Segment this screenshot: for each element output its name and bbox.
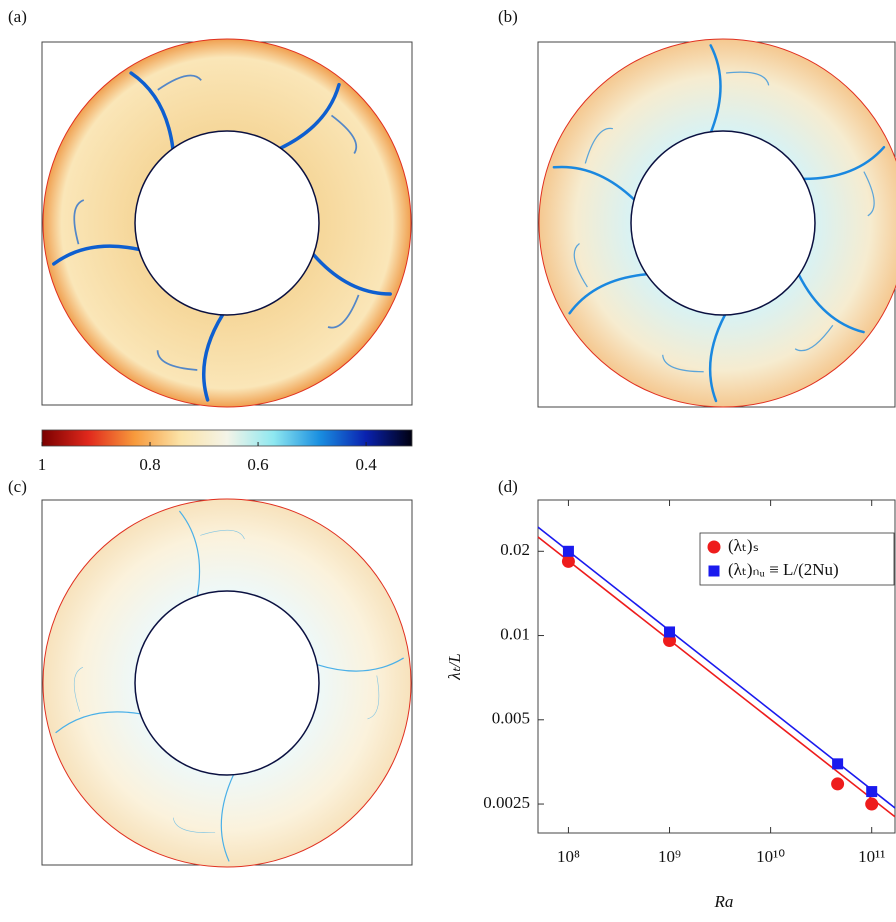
y-tick-label: 0.02 [500,540,530,559]
plume-curl [157,74,202,91]
inner-wall [134,130,320,316]
data-point [866,786,878,798]
plume [708,313,727,403]
plume-curl [200,529,245,540]
plume-curl [330,114,358,154]
plume-curl [573,242,588,288]
panel-label: (d) [498,477,518,496]
plume [797,273,865,334]
colorbar: 1 0.8 0.6 0.4 [38,429,413,474]
y-tick-label: 0.005 [492,709,530,728]
colorbar-tick-label: 0.6 [247,455,268,474]
x-tick-label: 10⁹ [658,847,681,866]
plot-d: 10⁸ 10⁹ 10¹⁰ 10¹¹ 0.02 0.01 0.005 0.0025 Ra λₜ/L (… [445,499,896,911]
colorbar-tick-label: 1 [38,455,47,474]
panel-label: (a) [8,7,27,26]
plot-frame [537,499,896,834]
data-point [832,758,844,770]
plume [278,82,341,150]
y-tick-label: 0.0025 [483,793,530,812]
y-axis-label: λₜ/L [445,653,464,681]
panel-label: (c) [8,477,27,496]
plume [201,313,225,402]
plume [709,44,722,134]
plume [802,145,886,181]
data-point [865,797,879,811]
data-point [562,545,574,557]
plume-curl [327,294,360,329]
plume-curl [73,199,85,245]
plume-curl [584,127,614,164]
plume-curl [74,667,84,712]
legend-box [699,532,895,586]
data-point [831,777,845,791]
x-axis-label: Ra [714,892,734,911]
legend-marker [708,565,720,577]
legend-label: (λₜ)ₙᵤ ≡ L/(2Nu) [728,560,839,579]
y-tick-label: 0.01 [500,624,530,643]
plume-curl [156,350,198,371]
colorbar-tick-label: 0.8 [139,455,160,474]
plume [316,657,404,672]
plume-curl [726,71,770,86]
x-tick-label: 10¹¹ [858,847,885,866]
plume [568,273,648,315]
plume-curl [794,324,834,352]
plume [52,244,141,266]
data-point [561,554,575,568]
data-point [664,626,676,638]
x-tick-label: 10¹⁰ [756,847,785,866]
plume-curl [173,817,216,833]
legend-label: (λₜ)ₛ [728,536,759,555]
panel-label: (b) [498,7,518,26]
fit-line [537,536,896,818]
legend-marker [707,540,721,554]
plume-curl [662,354,704,373]
plume [55,711,141,734]
plume-curl [863,171,875,217]
inner-wall [630,130,816,316]
x-tick-label: 10⁸ [557,847,580,866]
inner-wall [134,590,320,776]
plume [311,252,392,296]
plume-curl [367,675,380,720]
plume [220,774,235,862]
colorbar-bar [41,429,413,447]
annulus-images [41,38,896,868]
plume [129,71,175,151]
plume [552,165,636,201]
colorbar-tick-label: 0.4 [355,455,377,474]
plume [179,510,201,597]
